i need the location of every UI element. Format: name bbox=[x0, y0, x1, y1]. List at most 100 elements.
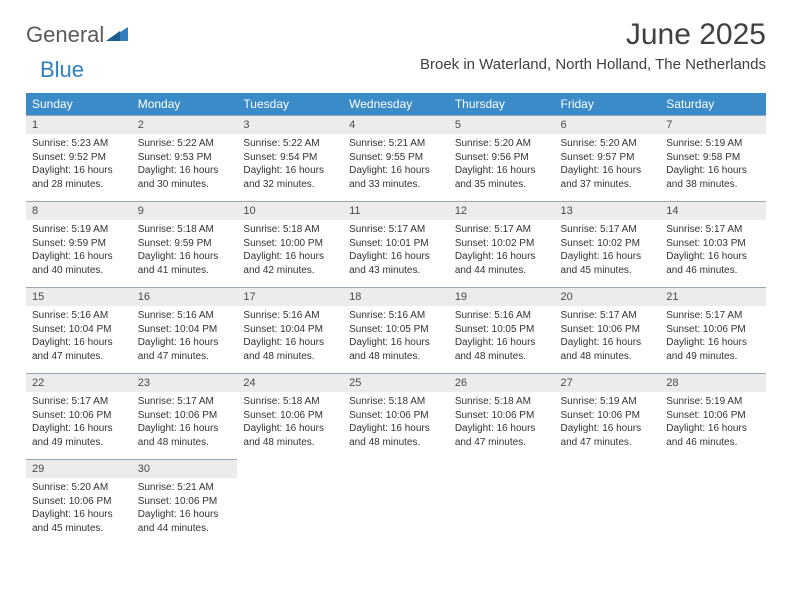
day-number: 12 bbox=[449, 201, 555, 220]
day-number: 5 bbox=[449, 115, 555, 134]
calendar-day-cell bbox=[555, 459, 661, 545]
day-body: Sunrise: 5:23 AMSunset: 9:52 PMDaylight:… bbox=[26, 134, 132, 195]
day-body: Sunrise: 5:19 AMSunset: 10:06 PMDaylight… bbox=[555, 392, 661, 453]
day-body: Sunrise: 5:20 AMSunset: 9:56 PMDaylight:… bbox=[449, 134, 555, 195]
day-body: Sunrise: 5:18 AMSunset: 10:00 PMDaylight… bbox=[237, 220, 343, 281]
day-body: Sunrise: 5:18 AMSunset: 10:06 PMDaylight… bbox=[343, 392, 449, 453]
day-number: 18 bbox=[343, 287, 449, 306]
day-number: 7 bbox=[660, 115, 766, 134]
calendar-day-cell: 11Sunrise: 5:17 AMSunset: 10:01 PMDaylig… bbox=[343, 201, 449, 287]
day-body: Sunrise: 5:22 AMSunset: 9:53 PMDaylight:… bbox=[132, 134, 238, 195]
calendar-day-cell: 20Sunrise: 5:17 AMSunset: 10:06 PMDaylig… bbox=[555, 287, 661, 373]
day-body: Sunrise: 5:19 AMSunset: 10:06 PMDaylight… bbox=[660, 392, 766, 453]
calendar-day-cell: 30Sunrise: 5:21 AMSunset: 10:06 PMDaylig… bbox=[132, 459, 238, 545]
calendar-day-cell: 1Sunrise: 5:23 AMSunset: 9:52 PMDaylight… bbox=[26, 115, 132, 201]
day-number: 24 bbox=[237, 373, 343, 392]
day-body: Sunrise: 5:20 AMSunset: 10:06 PMDaylight… bbox=[26, 478, 132, 539]
day-body: Sunrise: 5:20 AMSunset: 9:57 PMDaylight:… bbox=[555, 134, 661, 195]
day-body: Sunrise: 5:19 AMSunset: 9:59 PMDaylight:… bbox=[26, 220, 132, 281]
calendar-table: Sunday Monday Tuesday Wednesday Thursday… bbox=[26, 93, 766, 545]
day-body: Sunrise: 5:17 AMSunset: 10:06 PMDaylight… bbox=[132, 392, 238, 453]
day-number: 13 bbox=[555, 201, 661, 220]
calendar-day-cell: 5Sunrise: 5:20 AMSunset: 9:56 PMDaylight… bbox=[449, 115, 555, 201]
weekday-head: Monday bbox=[132, 93, 238, 115]
weekday-head: Wednesday bbox=[343, 93, 449, 115]
day-number: 6 bbox=[555, 115, 661, 134]
day-body: Sunrise: 5:22 AMSunset: 9:54 PMDaylight:… bbox=[237, 134, 343, 195]
calendar-day-cell: 8Sunrise: 5:19 AMSunset: 9:59 PMDaylight… bbox=[26, 201, 132, 287]
logo: General bbox=[26, 22, 130, 48]
calendar-day-cell: 9Sunrise: 5:18 AMSunset: 9:59 PMDaylight… bbox=[132, 201, 238, 287]
calendar-day-cell: 18Sunrise: 5:16 AMSunset: 10:05 PMDaylig… bbox=[343, 287, 449, 373]
day-body: Sunrise: 5:17 AMSunset: 10:02 PMDaylight… bbox=[555, 220, 661, 281]
day-number: 16 bbox=[132, 287, 238, 306]
weekday-head: Tuesday bbox=[237, 93, 343, 115]
weekday-head: Thursday bbox=[449, 93, 555, 115]
day-body: Sunrise: 5:21 AMSunset: 9:55 PMDaylight:… bbox=[343, 134, 449, 195]
day-number: 3 bbox=[237, 115, 343, 134]
day-body: Sunrise: 5:17 AMSunset: 10:03 PMDaylight… bbox=[660, 220, 766, 281]
calendar-day-cell: 16Sunrise: 5:16 AMSunset: 10:04 PMDaylig… bbox=[132, 287, 238, 373]
day-number: 1 bbox=[26, 115, 132, 134]
calendar-day-cell bbox=[237, 459, 343, 545]
calendar-week-row: 1Sunrise: 5:23 AMSunset: 9:52 PMDaylight… bbox=[26, 115, 766, 201]
day-number: 4 bbox=[343, 115, 449, 134]
day-number: 20 bbox=[555, 287, 661, 306]
title-block: June 2025 Broek in Waterland, North Holl… bbox=[420, 18, 766, 73]
calendar-day-cell: 3Sunrise: 5:22 AMSunset: 9:54 PMDaylight… bbox=[237, 115, 343, 201]
logo-word1: General bbox=[26, 22, 104, 48]
calendar-day-cell bbox=[660, 459, 766, 545]
day-number: 19 bbox=[449, 287, 555, 306]
calendar-day-cell: 19Sunrise: 5:16 AMSunset: 10:05 PMDaylig… bbox=[449, 287, 555, 373]
calendar-day-cell: 12Sunrise: 5:17 AMSunset: 10:02 PMDaylig… bbox=[449, 201, 555, 287]
day-number: 22 bbox=[26, 373, 132, 392]
day-number: 15 bbox=[26, 287, 132, 306]
day-body: Sunrise: 5:16 AMSunset: 10:04 PMDaylight… bbox=[237, 306, 343, 367]
month-title: June 2025 bbox=[420, 18, 766, 52]
calendar-day-cell: 29Sunrise: 5:20 AMSunset: 10:06 PMDaylig… bbox=[26, 459, 132, 545]
calendar-day-cell: 26Sunrise: 5:18 AMSunset: 10:06 PMDaylig… bbox=[449, 373, 555, 459]
day-number: 11 bbox=[343, 201, 449, 220]
logo-word2: Blue bbox=[40, 57, 84, 83]
calendar-week-row: 22Sunrise: 5:17 AMSunset: 10:06 PMDaylig… bbox=[26, 373, 766, 459]
day-body: Sunrise: 5:18 AMSunset: 10:06 PMDaylight… bbox=[449, 392, 555, 453]
calendar-day-cell: 2Sunrise: 5:22 AMSunset: 9:53 PMDaylight… bbox=[132, 115, 238, 201]
day-number: 23 bbox=[132, 373, 238, 392]
calendar-day-cell: 21Sunrise: 5:17 AMSunset: 10:06 PMDaylig… bbox=[660, 287, 766, 373]
calendar-day-cell bbox=[343, 459, 449, 545]
weekday-head: Friday bbox=[555, 93, 661, 115]
day-number: 9 bbox=[132, 201, 238, 220]
day-body: Sunrise: 5:19 AMSunset: 9:58 PMDaylight:… bbox=[660, 134, 766, 195]
weekday-header-row: Sunday Monday Tuesday Wednesday Thursday… bbox=[26, 93, 766, 115]
calendar-day-cell: 28Sunrise: 5:19 AMSunset: 10:06 PMDaylig… bbox=[660, 373, 766, 459]
calendar-week-row: 8Sunrise: 5:19 AMSunset: 9:59 PMDaylight… bbox=[26, 201, 766, 287]
day-body: Sunrise: 5:18 AMSunset: 10:06 PMDaylight… bbox=[237, 392, 343, 453]
weekday-head: Saturday bbox=[660, 93, 766, 115]
day-body: Sunrise: 5:18 AMSunset: 9:59 PMDaylight:… bbox=[132, 220, 238, 281]
day-body: Sunrise: 5:16 AMSunset: 10:04 PMDaylight… bbox=[26, 306, 132, 367]
calendar-page: General June 2025 Broek in Waterland, No… bbox=[0, 0, 792, 563]
day-number: 30 bbox=[132, 459, 238, 478]
day-body: Sunrise: 5:17 AMSunset: 10:01 PMDaylight… bbox=[343, 220, 449, 281]
calendar-day-cell: 24Sunrise: 5:18 AMSunset: 10:06 PMDaylig… bbox=[237, 373, 343, 459]
day-number: 10 bbox=[237, 201, 343, 220]
weekday-head: Sunday bbox=[26, 93, 132, 115]
day-body: Sunrise: 5:17 AMSunset: 10:06 PMDaylight… bbox=[26, 392, 132, 453]
day-number: 26 bbox=[449, 373, 555, 392]
calendar-day-cell: 13Sunrise: 5:17 AMSunset: 10:02 PMDaylig… bbox=[555, 201, 661, 287]
day-number: 27 bbox=[555, 373, 661, 392]
calendar-day-cell: 10Sunrise: 5:18 AMSunset: 10:00 PMDaylig… bbox=[237, 201, 343, 287]
calendar-day-cell bbox=[449, 459, 555, 545]
day-body: Sunrise: 5:17 AMSunset: 10:06 PMDaylight… bbox=[555, 306, 661, 367]
calendar-day-cell: 7Sunrise: 5:19 AMSunset: 9:58 PMDaylight… bbox=[660, 115, 766, 201]
day-number: 25 bbox=[343, 373, 449, 392]
calendar-day-cell: 15Sunrise: 5:16 AMSunset: 10:04 PMDaylig… bbox=[26, 287, 132, 373]
day-number: 29 bbox=[26, 459, 132, 478]
calendar-week-row: 29Sunrise: 5:20 AMSunset: 10:06 PMDaylig… bbox=[26, 459, 766, 545]
calendar-day-cell: 25Sunrise: 5:18 AMSunset: 10:06 PMDaylig… bbox=[343, 373, 449, 459]
day-body: Sunrise: 5:16 AMSunset: 10:04 PMDaylight… bbox=[132, 306, 238, 367]
day-number: 28 bbox=[660, 373, 766, 392]
calendar-day-cell: 27Sunrise: 5:19 AMSunset: 10:06 PMDaylig… bbox=[555, 373, 661, 459]
calendar-day-cell: 23Sunrise: 5:17 AMSunset: 10:06 PMDaylig… bbox=[132, 373, 238, 459]
calendar-day-cell: 22Sunrise: 5:17 AMSunset: 10:06 PMDaylig… bbox=[26, 373, 132, 459]
